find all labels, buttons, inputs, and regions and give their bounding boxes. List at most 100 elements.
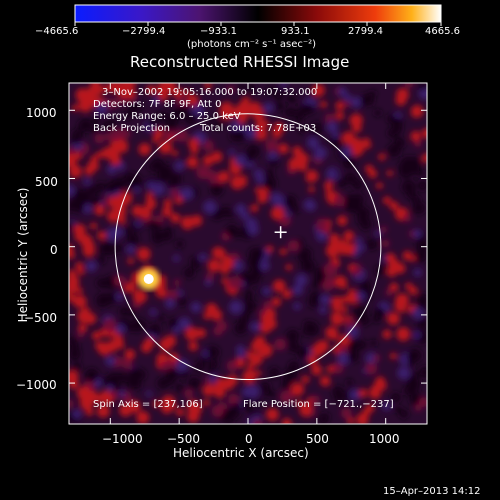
heatmap-texture-blob [175,383,184,392]
heatmap-texture-blob [148,162,158,172]
heatmap-texture-blob [240,179,248,187]
colorbar-tick-4: 2799.4 [348,26,383,37]
heatmap-texture-blob [184,112,197,125]
heatmap-texture-blob [421,128,427,139]
heatmap-texture-blob [396,327,411,341]
heatmap-texture-blob [337,239,348,250]
heatmap-texture-blob [75,287,83,295]
heatmap-texture-blob [298,162,308,172]
timestamp-label: 15–Apr–2013 14:12 [383,486,481,497]
heatmap-texture-blob [419,397,427,408]
heatmap-texture-blob [104,133,112,141]
heatmap-texture-blob [329,136,342,148]
heatmap-texture-blob [184,389,194,399]
heatmap-texture-blob [72,104,79,112]
heatmap-texture-blob [74,232,83,242]
heatmap-texture-blob [232,259,244,272]
heatmap-texture-blob [158,83,171,92]
heatmap-texture-blob [340,306,348,313]
heatmap-texture-blob [103,394,114,405]
heatmap-texture-blob [127,233,139,245]
heatmap-texture-blob [315,219,329,232]
heatmap-texture-blob [82,203,93,214]
heatmap-texture-blob [225,224,238,237]
heatmap-texture-blob [158,315,165,322]
heatmap-texture-blob [313,151,322,160]
heatmap-texture-blob [320,339,329,349]
heatmap-texture-blob [340,281,348,289]
heatmap-texture-blob [96,277,107,288]
heatmap-texture-blob [95,182,106,192]
heatmap-texture-blob [418,87,427,100]
heatmap-texture-blob [102,120,113,131]
heatmap-texture-blob [149,323,161,335]
heatmap-texture-blob [389,282,399,292]
heatmap-texture-blob [126,245,136,255]
heatmap-texture-blob [421,153,427,163]
heatmap-texture-blob [330,170,338,177]
heatmap-texture-blob [361,415,368,422]
heatmap-texture-blob [374,109,382,117]
heatmap-texture-blob [366,238,378,250]
heatmap-texture-blob [292,146,303,157]
heatmap-texture-blob [119,306,129,316]
heatmap-texture-blob [261,119,270,128]
heatmap-texture-blob [280,83,288,88]
heatmap-texture-blob [165,367,179,381]
heatmap-texture-blob [395,94,407,106]
heatmap-texture-blob [417,318,427,330]
colorbar [74,4,442,23]
heatmap-texture-blob [337,178,347,188]
heatmap-texture-blob [176,289,184,297]
colorbar-ticks [74,22,442,26]
heatmap-texture-blob [80,192,91,204]
heatmap-texture-blob [269,158,278,167]
heatmap-texture-blob [272,279,286,293]
heatmap-texture-blob [117,83,128,90]
heatmap-texture-blob [307,355,318,366]
heatmap-texture-blob [210,183,223,196]
heatmap-texture-blob [137,247,151,261]
heatmap-texture-blob [348,288,356,296]
heatmap-texture-blob [151,95,161,105]
heatmap-texture-blob [334,194,346,207]
heatmap-texture-blob [365,164,374,173]
heatmap-texture-blob [147,118,157,129]
heatmap-texture-blob [352,179,363,190]
heatmap-texture-blob [335,111,344,120]
heatmap-texture-blob [365,362,378,375]
x-tick-label: −500 [167,432,200,446]
chart-title: Reconstructed RHESSI Image [130,53,350,71]
heatmap-texture-blob [95,341,104,351]
heatmap-texture-blob [175,129,189,143]
heatmap-texture-blob [402,250,413,261]
heatmap-texture-blob [79,396,89,406]
heatmap-texture-blob [343,93,352,102]
heatmap-texture-blob [143,337,155,349]
heatmap-texture-blob [73,223,86,237]
heatmap-texture-blob [251,223,259,232]
heatmap-texture-blob [386,170,393,177]
heatmap-texture-blob [152,400,160,408]
heatmap-texture-blob [238,315,250,326]
heatmap-texture-blob [240,175,247,182]
heatmap-texture-blob [240,210,250,220]
heatmap-texture-blob [285,264,293,271]
heatmap-texture-blob [399,409,409,419]
heatmap-texture-blob [335,101,345,111]
heatmap-texture-blob [69,221,75,231]
heatmap-texture-blob [97,231,107,241]
heatmap-texture-blob [412,229,422,239]
heatmap-texture-blob [230,288,237,296]
heatmap-texture-blob [145,198,157,210]
heatmap-texture-blob [301,375,310,384]
heatmap-texture-blob [109,154,121,166]
heatmap-texture-blob [69,184,76,197]
heatmap-texture-blob [191,260,200,270]
heatmap-texture-blob [123,111,132,120]
heatmap-texture-blob [417,237,424,244]
heatmap-texture-blob [361,221,370,230]
heatmap-texture-blob [378,153,386,161]
heatmap-texture-blob [112,383,121,392]
heatmap-texture-blob [94,204,106,216]
